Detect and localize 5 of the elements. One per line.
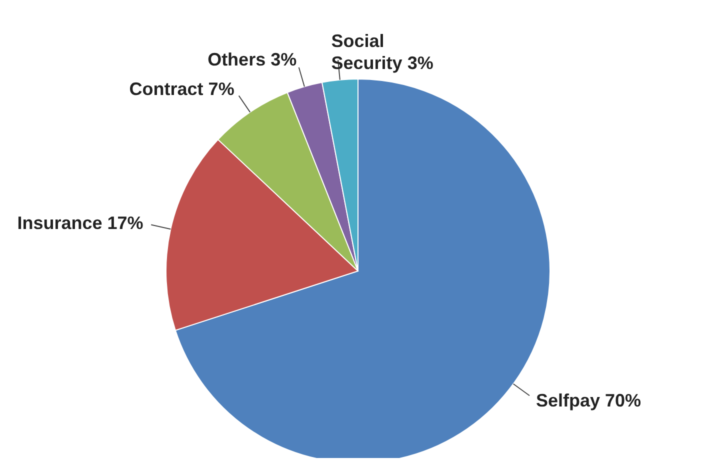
- slice-label: Others 3%: [208, 50, 297, 70]
- slice-label: Social Security 3%: [331, 30, 434, 73]
- slice-label: Selfpay 70%: [536, 390, 642, 410]
- slice-label: Insurance 17%: [17, 213, 144, 234]
- slice-label: Contract 7%: [129, 79, 234, 100]
